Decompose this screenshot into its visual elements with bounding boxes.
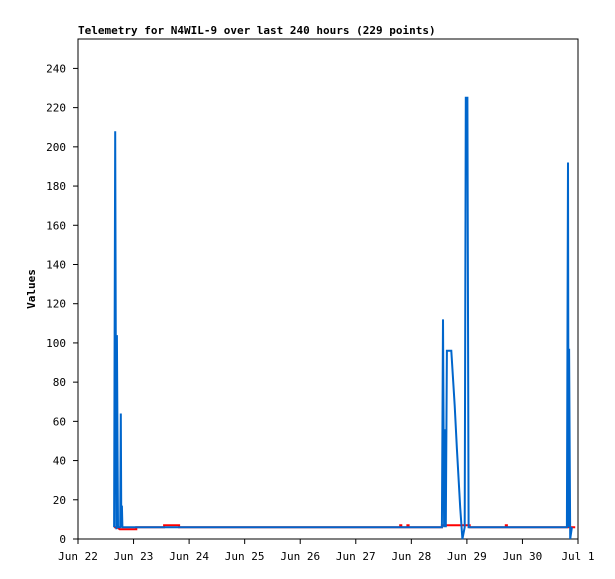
plot-frame (77, 38, 579, 540)
x-tick-label: Jun 28 (391, 550, 431, 563)
x-axis: Jun 22 Jun 23 Jun 24 Jun 25 Jun 26 Jun 27 Jun … (58, 539, 595, 563)
y-tick-label: 160 (46, 219, 66, 232)
y-tick-label: 20 (53, 494, 66, 507)
x-tick-label: Jun 24 (169, 550, 209, 563)
x-tick-label: Jun 29 (447, 550, 487, 563)
y-tick-label: 120 (46, 298, 66, 311)
series-line-1 (113, 96, 573, 540)
chart-title: Telemetry for N4WIL-9 over last 240 hour… (78, 24, 436, 37)
x-tick-label: Jun 23 (114, 550, 154, 563)
x-tick-label: Jun 27 (336, 550, 376, 563)
x-tick-label: Jun 26 (280, 550, 320, 563)
y-tick-label: 40 (53, 455, 66, 468)
y-tick-label: 80 (53, 376, 66, 389)
y-axis: 0 20 40 60 80 100 120 140 160 180 200 220 240 (46, 62, 78, 546)
y-tick-label: 240 (46, 62, 66, 75)
y-tick-label: 180 (46, 180, 66, 193)
y-tick-label: 200 (46, 141, 66, 154)
x-tick-label: Jul 1 (561, 550, 594, 563)
y-tick-label: 0 (59, 533, 66, 546)
y-tick-label: 60 (53, 415, 66, 428)
y-tick-label: 140 (46, 258, 66, 271)
x-tick-label: Jun 30 (503, 550, 543, 563)
series-layer (113, 96, 576, 540)
y-tick-label: 100 (46, 337, 66, 350)
x-tick-label: Jun 22 (58, 550, 98, 563)
y-tick-label: 220 (46, 102, 66, 115)
x-tick-label: Jun 25 (225, 550, 265, 563)
y-axis-label: Values (25, 269, 38, 309)
